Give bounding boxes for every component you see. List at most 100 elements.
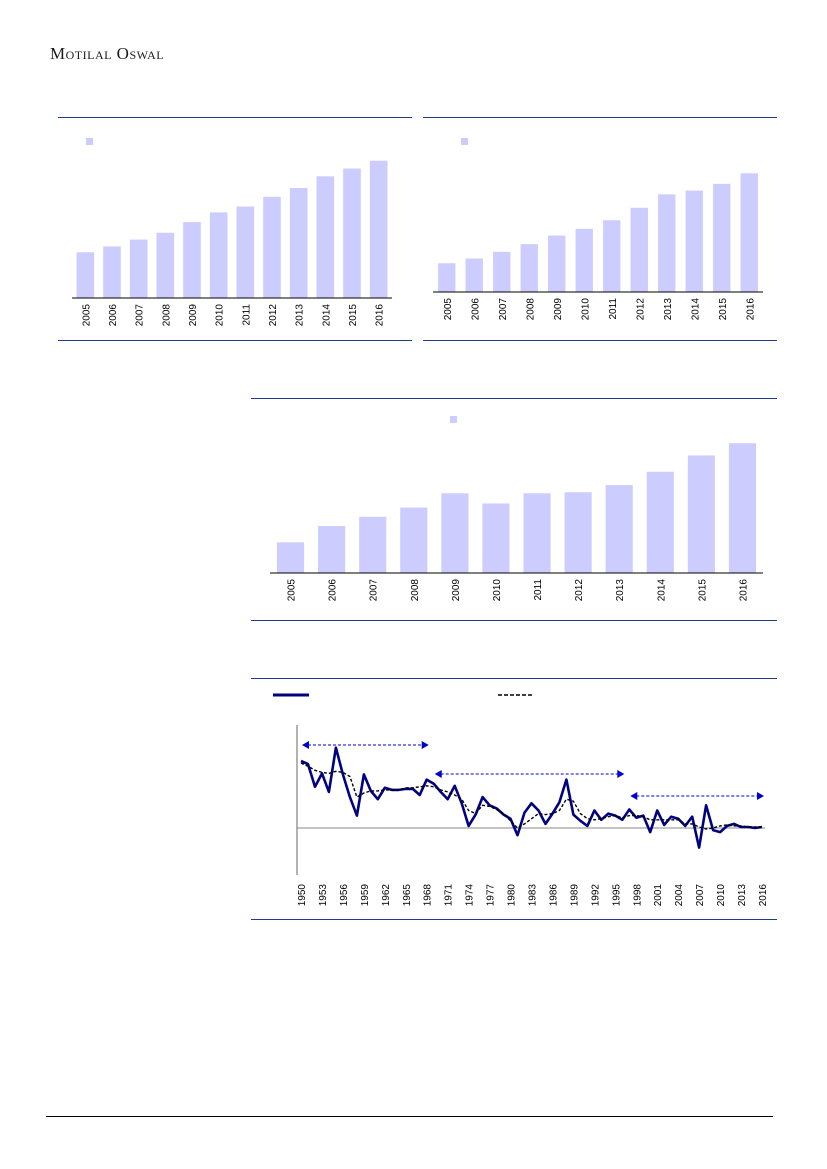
x-tick-label: 2014 [656, 579, 667, 602]
x-tick-label: 1989 [569, 884, 580, 907]
brand-logo: Motilal Oswal [50, 44, 165, 63]
x-tick-label: 2011 [608, 298, 619, 320]
bar-chart-3: 2005 2006 2007 2008 2009 2010 2011 2012 2013 2014… [270, 416, 763, 602]
bar-chart-1: 2005 2006 2007 2008 2009 2010 2011 2012 2013 2014… [72, 138, 392, 327]
bar [289, 188, 308, 298]
bar [523, 493, 551, 573]
legend-swatch [461, 138, 468, 145]
x-tick-label: 2007 [369, 579, 380, 602]
bar [236, 206, 255, 298]
x-tick-label: 2012 [268, 304, 279, 327]
x-tick-label: 2015 [697, 579, 708, 602]
bar [369, 160, 388, 298]
x-tick-label: 2005 [443, 298, 454, 321]
x-tick-label: 1971 [444, 884, 455, 907]
x-tick-label: 2008 [410, 579, 421, 602]
x-tick-label: 1977 [486, 884, 497, 907]
bar [129, 239, 148, 298]
bar [605, 485, 633, 573]
x-tick-label: 2009 [451, 579, 462, 602]
x-tick-label: 2012 [635, 298, 646, 321]
series-dashed-line [300, 762, 762, 830]
bar [493, 251, 511, 292]
x-tick-label: 1968 [423, 884, 434, 907]
bar [465, 258, 483, 292]
chart-panel-4: 1950 1953 1956 1959 1962 1965 1968 1971 1974 1977… [251, 678, 777, 920]
bar [575, 228, 593, 292]
bar [630, 207, 648, 292]
bar [103, 246, 121, 298]
x-tick-label: 2010 [716, 884, 727, 907]
x-tick-label: 2006 [108, 304, 119, 327]
x-tick-label: 2006 [470, 298, 481, 321]
arrowhead-right [421, 741, 429, 749]
x-tick-label: 2015 [348, 304, 359, 327]
x-tick-label: 2009 [188, 304, 199, 327]
bar [276, 542, 305, 573]
series-solid-line [300, 746, 763, 849]
bar [740, 173, 758, 292]
bar [343, 168, 361, 298]
bar [687, 455, 715, 573]
chart-panel-2: 2005 2006 2007 2008 2009 2010 2011 2012 2013 2014… [423, 117, 777, 341]
x-tick-label: 2007 [695, 884, 706, 907]
x-tick-label: 1959 [360, 884, 371, 907]
x-tick-label: 2016 [375, 304, 386, 327]
bar [209, 212, 228, 298]
bar [685, 190, 703, 292]
x-tick-label: 1995 [611, 884, 622, 907]
bar [318, 525, 346, 573]
bar [76, 252, 95, 298]
x-tick-label: 2014 [321, 304, 332, 327]
arrowhead-left [630, 792, 638, 800]
arrowhead-left [302, 741, 309, 749]
x-tick-label: 2010 [492, 579, 503, 602]
bar [316, 176, 335, 298]
x-tick-label: 1950 [297, 884, 308, 907]
x-tick-label: 2011 [533, 579, 544, 601]
x-tick-label: 2004 [674, 884, 685, 907]
arrowhead-right [617, 770, 625, 778]
bar [548, 235, 566, 292]
x-tick-label: 2005 [287, 579, 298, 602]
bar [438, 263, 456, 292]
bar [482, 503, 510, 573]
footer-rule [46, 1116, 773, 1117]
x-tick-label: 1986 [548, 884, 559, 907]
x-tick-label: 2010 [580, 298, 591, 321]
bar [646, 471, 674, 573]
chart-panel-1: 2005 2006 2007 2008 2009 2010 2011 2012 2013 2014… [58, 117, 412, 341]
x-tick-label: 2007 [498, 298, 509, 321]
x-tick-label: 2015 [718, 298, 729, 321]
x-tick-label: 2013 [615, 579, 626, 602]
x-tick-label: 1983 [528, 884, 539, 907]
x-tick-label: 2013 [737, 884, 748, 907]
x-tick-label: 1965 [402, 884, 413, 907]
x-tick-label: 2012 [574, 579, 585, 602]
x-tick-label: 2013 [663, 298, 674, 321]
bar [359, 516, 387, 573]
bar [713, 183, 731, 292]
x-tick-label: 1980 [507, 884, 518, 907]
x-tick-label: 2016 [738, 579, 749, 602]
bar-chart-2: 2005 2006 2007 2008 2009 2010 2011 2012 2013 2014… [433, 138, 763, 321]
x-tick-label: 2016 [745, 298, 756, 321]
x-tick-label: 2008 [525, 298, 536, 321]
bar [728, 443, 757, 573]
x-tick-label: 1998 [632, 884, 643, 907]
bar [520, 244, 538, 292]
bar [441, 493, 469, 573]
bar [658, 194, 676, 292]
x-tick-label: 2007 [135, 304, 146, 327]
x-tick-label: 2006 [328, 579, 339, 602]
bar [564, 492, 592, 573]
bar [603, 220, 621, 292]
bar [400, 507, 428, 573]
arrowhead-right [757, 792, 764, 800]
arrowhead-left [434, 770, 442, 778]
x-tick-label: 2010 [215, 304, 226, 327]
x-tick-label: 1956 [339, 884, 350, 907]
legend-swatch [450, 416, 457, 423]
x-tick-label: 1974 [465, 884, 476, 907]
x-tick-label: 1992 [590, 884, 601, 907]
